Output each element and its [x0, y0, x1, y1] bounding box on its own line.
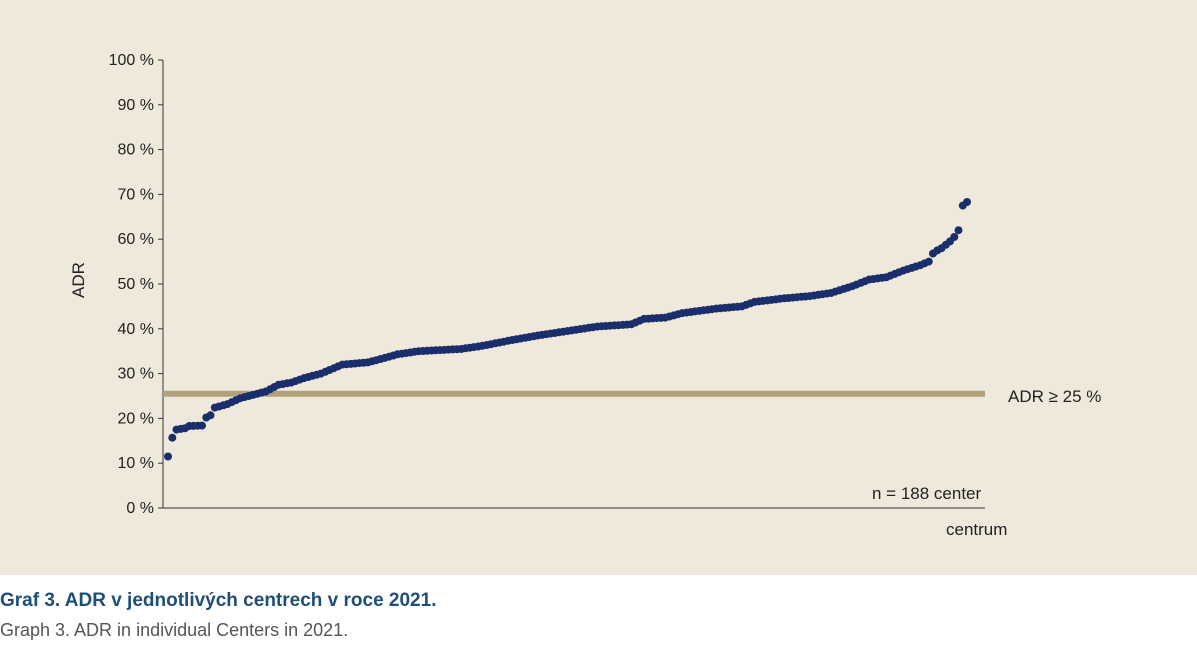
- reference-line-label: ADR ≥ 25 %: [1008, 387, 1101, 406]
- caption-subtitle: Graph 3. ADR in individual Centers in 20…: [0, 620, 349, 640]
- data-point: [164, 452, 172, 461]
- y-tick-label: 30 %: [118, 366, 154, 383]
- data-point: [206, 411, 215, 420]
- chart-panel: 0 % 10 % 20 % 30 % 40 % 50 % 60 % 70 % 80 % 90 % 1…: [0, 0, 1197, 575]
- data-points: [164, 198, 971, 461]
- y-tick-label: 70 %: [118, 186, 154, 203]
- data-point: [198, 421, 206, 430]
- y-axis-title: ADR: [69, 262, 88, 298]
- y-tick-label: 40 %: [118, 321, 154, 338]
- data-point: [963, 198, 971, 206]
- data-point: [168, 433, 177, 442]
- y-tick-label: 60 %: [118, 231, 154, 248]
- y-tick-label: 100 %: [109, 52, 154, 69]
- y-tick-label: 20 %: [118, 410, 154, 427]
- y-tick-label: 50 %: [118, 276, 154, 293]
- data-point: [950, 233, 959, 241]
- y-tick-label: 10 %: [118, 455, 154, 472]
- data-point: [924, 257, 933, 266]
- x-axis-title: centrum: [946, 520, 1007, 539]
- y-axis: 0 % 10 % 20 % 30 % 40 % 50 % 60 % 70 % 80 % 90 % 1…: [109, 52, 985, 517]
- y-tick-label: 0 %: [126, 500, 154, 517]
- y-tick-label: 90 %: [118, 97, 154, 114]
- adr-scatter-chart: 0 % 10 % 20 % 30 % 40 % 50 % 60 % 70 % 80 % 90 % 1…: [69, 52, 1101, 539]
- sample-size-annotation: n = 188 center: [872, 484, 982, 503]
- caption-title: Graf 3. ADR v jednotlivých centrech v ro…: [0, 590, 437, 611]
- y-tick-label: 80 %: [118, 142, 154, 159]
- data-point: [954, 226, 963, 235]
